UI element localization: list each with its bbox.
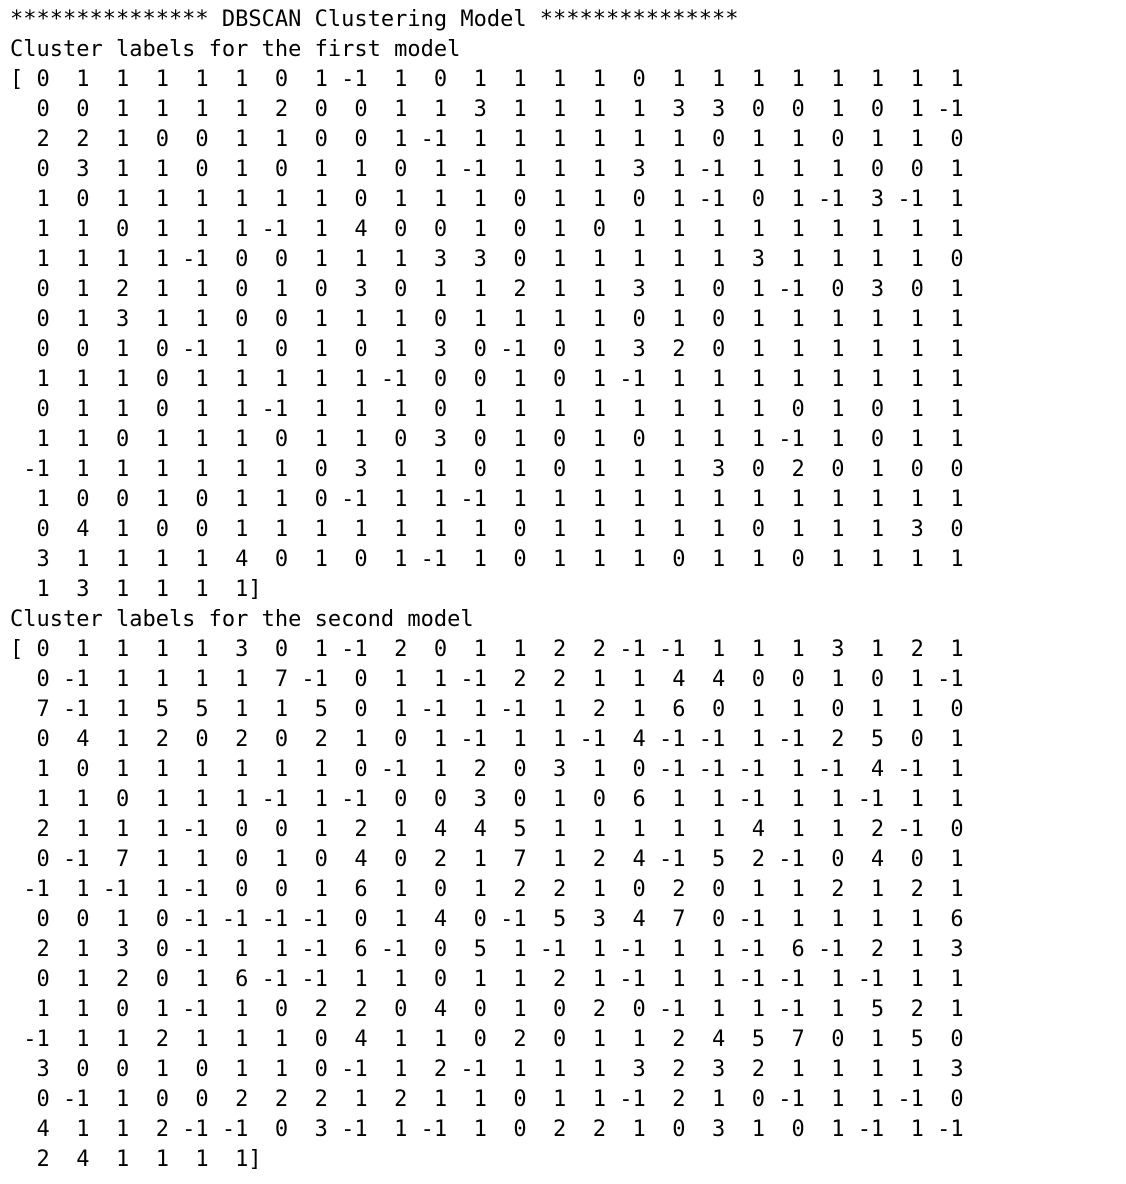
output-sections: Cluster labels for the first model[ 0 1 …: [10, 35, 1120, 1175]
label-array-row: 1 1 0 1 1 1 -1 1 -1 0 0 3 0 1 0 6 1 1 -1…: [10, 785, 1120, 815]
label-array-row: 0 1 3 1 1 0 0 1 1 1 0 1 1 1 1 0 1 0 1 1 …: [10, 305, 1120, 335]
first-model-section: Cluster labels for the first model[ 0 1 …: [10, 35, 1120, 605]
second-model-section: Cluster labels for the second model[ 0 1…: [10, 605, 1120, 1175]
label-array-row: 4 1 1 2 -1 -1 0 3 -1 1 -1 1 0 2 2 1 0 3 …: [10, 1115, 1120, 1145]
label-array-row: 2 2 1 0 0 1 1 0 0 1 -1 1 1 1 1 1 1 0 1 1…: [10, 125, 1120, 155]
label-array-row: 7 -1 1 5 5 1 1 5 0 1 -1 1 -1 1 2 1 6 0 1…: [10, 695, 1120, 725]
label-array-row: 1 1 0 1 -1 1 0 2 2 0 4 0 1 0 2 0 -1 1 1 …: [10, 995, 1120, 1025]
label-array-row: 0 1 2 1 1 0 1 0 3 0 1 1 2 1 1 3 1 0 1 -1…: [10, 275, 1120, 305]
label-array-row: 0 0 1 0 -1 -1 -1 -1 0 1 4 0 -1 5 3 4 7 0…: [10, 905, 1120, 935]
label-array-row: 1 1 1 0 1 1 1 1 1 -1 0 0 1 0 1 -1 1 1 1 …: [10, 365, 1120, 395]
label-array-row: 1 1 0 1 1 1 0 1 1 0 3 0 1 0 1 0 1 1 1 -1…: [10, 425, 1120, 455]
label-array-row: 0 -1 7 1 1 0 1 0 4 0 2 1 7 1 2 4 -1 5 2 …: [10, 845, 1120, 875]
label-array-row: 0 -1 1 0 0 2 2 2 1 2 1 1 0 1 1 -1 2 1 0 …: [10, 1085, 1120, 1115]
label-array-row: 0 4 1 0 0 1 1 1 1 1 1 1 0 1 1 1 1 1 0 1 …: [10, 515, 1120, 545]
label-array-row: 1 0 0 1 0 1 1 0 -1 1 1 -1 1 1 1 1 1 1 1 …: [10, 485, 1120, 515]
label-array-row: 3 1 1 1 1 4 0 1 0 1 -1 1 0 1 1 1 0 1 1 0…: [10, 545, 1120, 575]
label-array-row: 2 4 1 1 1 1]: [10, 1145, 1120, 1175]
console-header: *************** DBSCAN Clustering Model …: [10, 5, 1120, 35]
label-array-row: -1 1 1 2 1 1 1 0 4 1 1 0 2 0 1 1 2 4 5 7…: [10, 1025, 1120, 1055]
label-array-row: 1 0 1 1 1 1 1 1 0 1 1 1 0 1 1 0 1 -1 0 1…: [10, 185, 1120, 215]
label-array-row: 2 1 3 0 -1 1 1 -1 6 -1 0 5 1 -1 1 -1 1 1…: [10, 935, 1120, 965]
label-array-row: 0 1 2 0 1 6 -1 -1 1 1 0 1 1 2 1 -1 1 1 -…: [10, 965, 1120, 995]
section-title: Cluster labels for the first model: [10, 35, 1120, 65]
label-array-row: 1 0 1 1 1 1 1 1 0 -1 1 2 0 3 1 0 -1 -1 -…: [10, 755, 1120, 785]
label-array-row: 0 3 1 1 0 1 0 1 1 0 1 -1 1 1 1 3 1 -1 1 …: [10, 155, 1120, 185]
label-array-row: 1 1 1 1 -1 0 0 1 1 1 3 3 0 1 1 1 1 1 3 1…: [10, 245, 1120, 275]
label-array-row: [ 0 1 1 1 1 1 0 1 -1 1 0 1 1 1 1 0 1 1 1…: [10, 65, 1120, 95]
label-array-row: 2 1 1 1 -1 0 0 1 2 1 4 4 5 1 1 1 1 1 4 1…: [10, 815, 1120, 845]
label-array-row: 0 0 1 0 -1 1 0 1 0 1 3 0 -1 0 1 3 2 0 1 …: [10, 335, 1120, 365]
label-array-row: 0 0 1 1 1 1 2 0 0 1 1 3 1 1 1 1 3 3 0 0 …: [10, 95, 1120, 125]
label-array-row: -1 1 1 1 1 1 1 0 3 1 1 0 1 0 1 1 1 3 0 2…: [10, 455, 1120, 485]
label-array-row: [ 0 1 1 1 1 3 0 1 -1 2 0 1 1 2 2 -1 -1 1…: [10, 635, 1120, 665]
label-array-row: -1 1 -1 1 -1 0 0 1 6 1 0 1 2 2 1 0 2 0 1…: [10, 875, 1120, 905]
label-array-row: 3 0 0 1 0 1 1 0 -1 1 2 -1 1 1 1 3 2 3 2 …: [10, 1055, 1120, 1085]
label-array-row: 0 -1 1 1 1 1 7 -1 0 1 1 -1 2 2 1 1 4 4 0…: [10, 665, 1120, 695]
label-array-row: 1 1 0 1 1 1 -1 1 4 0 0 1 0 1 0 1 1 1 1 1…: [10, 215, 1120, 245]
console-output: *************** DBSCAN Clustering Model …: [10, 5, 1120, 1175]
label-array-row: 0 1 1 0 1 1 -1 1 1 1 0 1 1 1 1 1 1 1 1 0…: [10, 395, 1120, 425]
label-array-row: 0 4 1 2 0 2 0 2 1 0 1 -1 1 1 -1 4 -1 -1 …: [10, 725, 1120, 755]
section-title: Cluster labels for the second model: [10, 605, 1120, 635]
label-array-row: 1 3 1 1 1 1]: [10, 575, 1120, 605]
